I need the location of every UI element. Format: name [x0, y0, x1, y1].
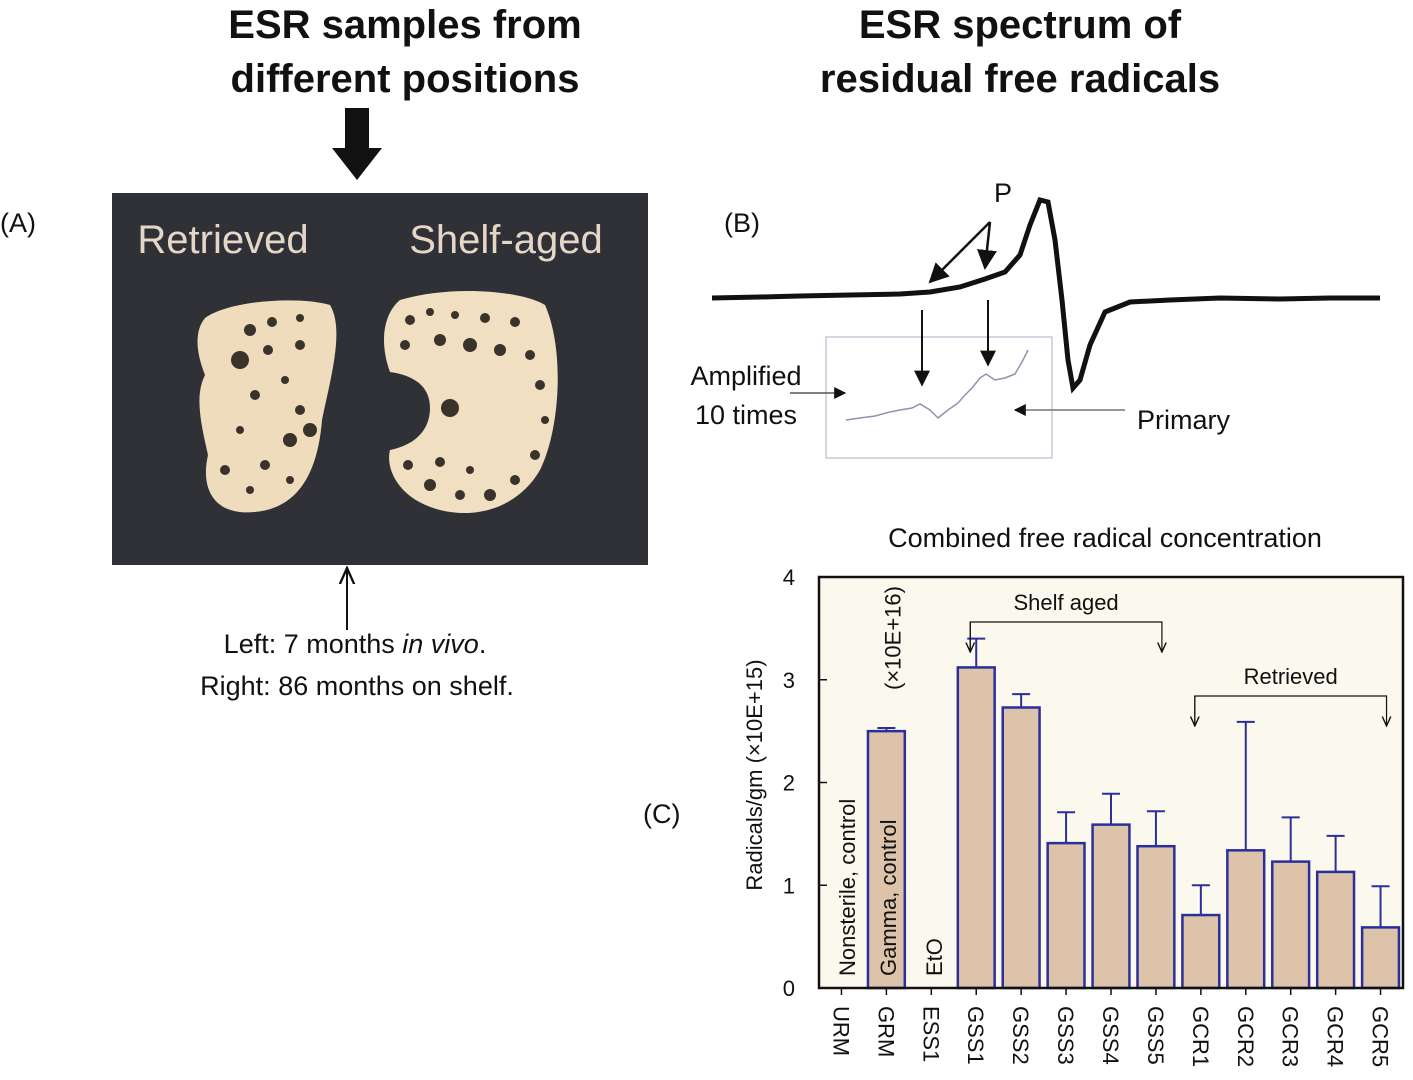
bar [1271, 860, 1311, 990]
y-tick-label: 3 [783, 668, 795, 693]
panel-b-title: ESR spectrum of [859, 3, 1182, 47]
bar [1226, 849, 1266, 990]
x-tick-label: ESS1 [918, 1006, 943, 1062]
photo-label: Retrieved [137, 218, 308, 262]
chart-title: Combined free radical concentration [888, 523, 1322, 553]
bracket-label: Retrieved [1244, 664, 1338, 689]
photo-label: Shelf-aged [409, 218, 602, 262]
bar [956, 666, 996, 990]
primary-label: Primary [1137, 405, 1230, 435]
x-tick-label: GSS4 [1098, 1006, 1123, 1065]
caption-text: Left: 7 months [224, 629, 403, 659]
x-tick-label: GRM [873, 1006, 898, 1057]
caption: Left: 7 months in vivo. [224, 629, 487, 659]
panel-a-title: ESR samples from [228, 3, 581, 47]
y-tick-label: 0 [783, 976, 795, 1001]
bar [1046, 841, 1086, 990]
error-bar [1146, 810, 1165, 847]
bracket-label: Shelf aged [1013, 590, 1118, 615]
x-tick-label: GSS5 [1143, 1006, 1168, 1065]
bar [1315, 870, 1356, 990]
arrow [928, 221, 991, 284]
amplified-label: Amplified [690, 361, 801, 391]
plot-frame [817, 575, 1405, 990]
panel-label: (A) [0, 208, 36, 238]
error-bar [1102, 792, 1120, 825]
x-tick-label: GCR4 [1323, 1006, 1348, 1067]
y-tick-label: 1 [783, 873, 795, 898]
error-bar [1371, 885, 1390, 928]
y-tick-label: 4 [783, 565, 795, 590]
error-bar [1326, 834, 1345, 872]
x-tick-label: GSS3 [1053, 1006, 1078, 1065]
scale-note: (×10E+16) [880, 586, 905, 690]
bar [1181, 913, 1221, 990]
bar-annotation: Gamma, control [876, 820, 901, 977]
x-tick-label: GCR3 [1278, 1006, 1303, 1067]
error-bar [1012, 693, 1031, 708]
y-tick-label: 2 [783, 771, 795, 796]
peak-label: P [994, 178, 1012, 208]
x-tick-label: GSS1 [963, 1006, 988, 1065]
bar-annotation: Nonsterile, control [835, 799, 860, 976]
bar [866, 729, 907, 990]
error-bar [1281, 816, 1300, 862]
error-bar [877, 727, 896, 732]
x-tick-label: GCR2 [1233, 1006, 1258, 1067]
bar [1091, 823, 1131, 990]
panel-label: (B) [724, 208, 760, 238]
amplified-label: 10 times [695, 400, 797, 430]
x-tick-label: URM [828, 1006, 853, 1056]
error-bar [1191, 884, 1210, 916]
x-tick-label: GCR1 [1188, 1006, 1213, 1067]
x-tick-label: GSS2 [1008, 1006, 1033, 1065]
panel-label: (C) [643, 799, 680, 829]
spectrum [711, 197, 1380, 394]
sample-shelf-aged [384, 290, 558, 514]
error-bar [1236, 720, 1255, 851]
arrow [332, 108, 382, 180]
bar-annotation: EtO [922, 938, 947, 976]
caption: Right: 86 months on shelf. [200, 671, 514, 701]
x-tick-label: GCR5 [1368, 1006, 1393, 1067]
caption-text: . [479, 629, 487, 659]
inset-box [825, 336, 1053, 459]
arrow [977, 221, 997, 270]
bar [1360, 926, 1401, 990]
photo [112, 193, 648, 565]
bar [1136, 844, 1176, 990]
panel-a-title: different positions [231, 57, 580, 101]
amplified-trace [845, 349, 1029, 421]
bar [1001, 706, 1041, 990]
sample-retrieved [197, 300, 337, 513]
caption-text: in vivo [402, 629, 479, 659]
y-axis-label: Radicals/gm (×10E+15) [742, 659, 767, 890]
error-bar [1057, 811, 1076, 844]
panel-b-title: residual free radicals [820, 57, 1220, 101]
plot: 0 1 2 3 4 URM GRM ESS1 GSS1 GSS2 GSS3 GSS4 GSS5 GCR1 G… [783, 565, 1405, 1067]
